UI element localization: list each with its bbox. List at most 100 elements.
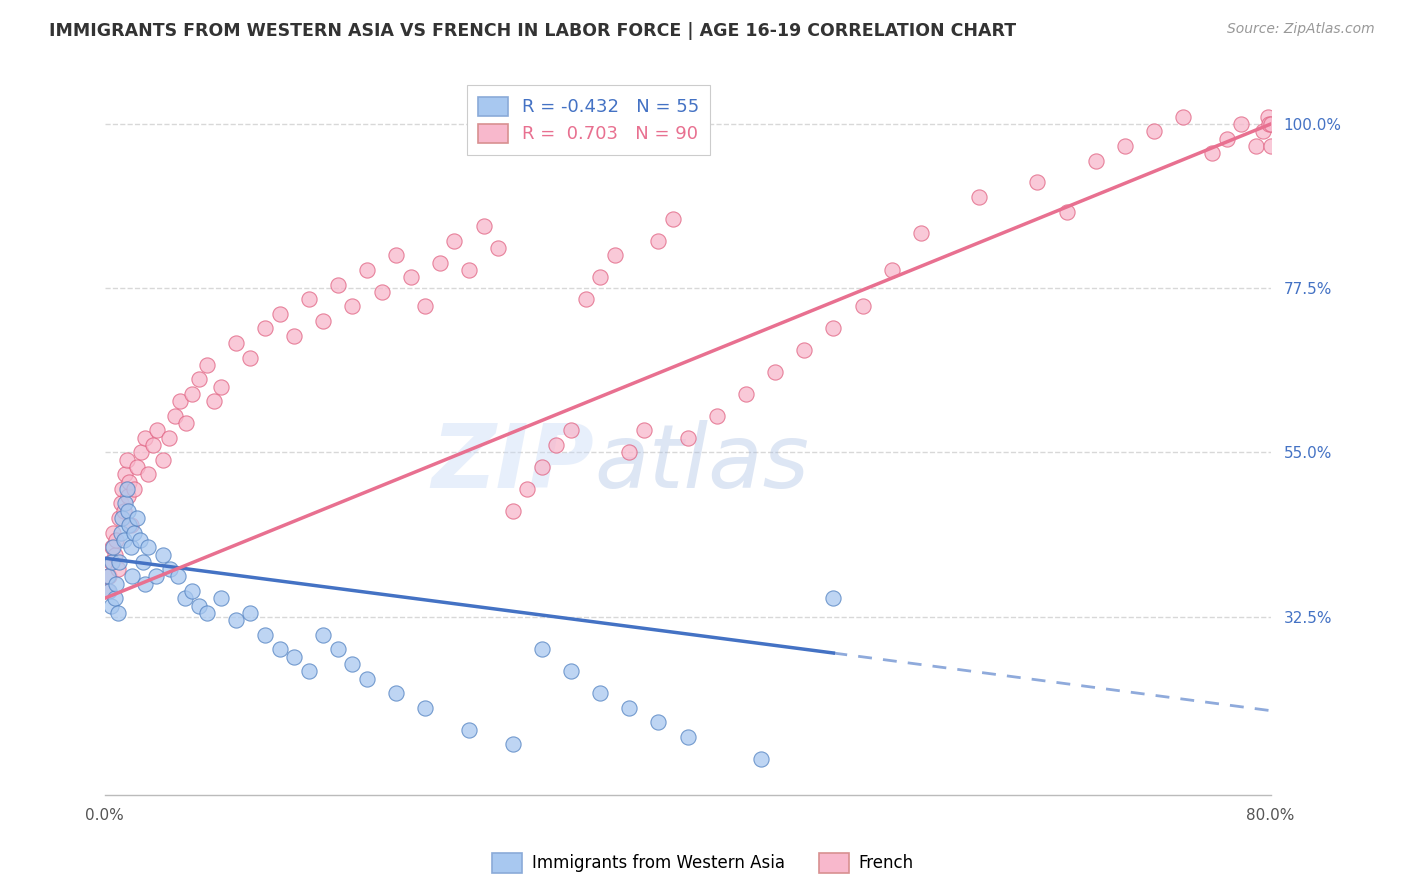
Point	[117, 504, 139, 518]
Point	[356, 672, 378, 686]
Point	[114, 467, 136, 482]
Point	[1230, 117, 1253, 131]
Point	[633, 424, 655, 438]
Point	[134, 576, 156, 591]
Point	[458, 263, 481, 277]
Point	[1216, 131, 1239, 145]
Legend: R = -0.432   N = 55, R =  0.703   N = 90: R = -0.432 N = 55, R = 0.703 N = 90	[467, 85, 710, 155]
Point	[413, 700, 436, 714]
Point	[823, 591, 845, 606]
Point	[169, 394, 191, 409]
Point	[298, 665, 321, 679]
Point	[107, 606, 129, 620]
Point	[98, 569, 121, 583]
Point	[1258, 117, 1281, 131]
Point	[105, 576, 128, 591]
Legend: Immigrants from Western Asia, French: Immigrants from Western Asia, French	[485, 847, 921, 880]
Point	[146, 424, 169, 438]
Point	[114, 496, 136, 510]
Point	[253, 321, 276, 335]
Point	[173, 591, 195, 606]
Point	[1260, 117, 1282, 131]
Point	[174, 416, 197, 430]
Point	[530, 642, 553, 657]
Point	[342, 657, 364, 671]
Point	[283, 328, 305, 343]
Point	[676, 730, 699, 744]
Point	[152, 452, 174, 467]
Point	[662, 211, 685, 226]
Point	[443, 234, 465, 248]
Point	[910, 227, 932, 241]
Point	[619, 445, 641, 459]
Point	[108, 511, 131, 525]
Point	[1084, 153, 1107, 168]
Point	[122, 482, 145, 496]
Point	[619, 700, 641, 714]
Point	[589, 686, 612, 700]
Point	[110, 525, 132, 540]
Point	[152, 548, 174, 562]
Point	[209, 380, 232, 394]
Point	[101, 540, 124, 554]
Point	[188, 599, 211, 613]
Point	[138, 540, 160, 554]
Point	[157, 431, 180, 445]
Point	[472, 219, 495, 234]
Point	[120, 540, 142, 554]
Point	[326, 277, 349, 292]
Point	[100, 599, 122, 613]
Point	[312, 314, 335, 328]
Point	[356, 263, 378, 277]
Point	[145, 569, 167, 583]
Point	[589, 270, 612, 285]
Point	[122, 525, 145, 540]
Point	[98, 584, 121, 599]
Point	[560, 665, 582, 679]
Point	[502, 737, 524, 751]
Text: IMMIGRANTS FROM WESTERN ASIA VS FRENCH IN LABOR FORCE | AGE 16-19 CORRELATION CH: IMMIGRANTS FROM WESTERN ASIA VS FRENCH I…	[49, 22, 1017, 40]
Point	[269, 307, 291, 321]
Point	[239, 606, 262, 620]
Point	[100, 555, 122, 569]
Point	[735, 387, 758, 401]
Point	[823, 321, 845, 335]
Point	[1201, 146, 1223, 161]
Point	[117, 489, 139, 503]
Point	[195, 606, 218, 620]
Point	[239, 351, 262, 365]
Point	[134, 431, 156, 445]
Point	[676, 431, 699, 445]
Point	[967, 190, 990, 204]
Point	[1026, 176, 1049, 190]
Point	[1173, 110, 1195, 124]
Point	[749, 752, 772, 766]
Point	[413, 300, 436, 314]
Point	[647, 234, 669, 248]
Point	[103, 525, 125, 540]
Point	[118, 475, 141, 489]
Point	[225, 335, 247, 350]
Point	[342, 300, 364, 314]
Point	[97, 584, 120, 599]
Point	[115, 452, 138, 467]
Text: ZIP: ZIP	[432, 419, 595, 507]
Point	[97, 569, 120, 583]
Point	[326, 642, 349, 657]
Point	[104, 548, 127, 562]
Point	[1114, 139, 1136, 153]
Point	[104, 591, 127, 606]
Point	[793, 343, 815, 358]
Point	[181, 584, 204, 599]
Point	[880, 263, 903, 277]
Point	[103, 540, 125, 554]
Point	[502, 504, 524, 518]
Point	[1257, 110, 1279, 124]
Point	[312, 628, 335, 642]
Point	[546, 438, 568, 452]
Point	[603, 248, 626, 262]
Point	[121, 569, 143, 583]
Point	[1143, 124, 1166, 138]
Point	[283, 649, 305, 664]
Point	[105, 533, 128, 547]
